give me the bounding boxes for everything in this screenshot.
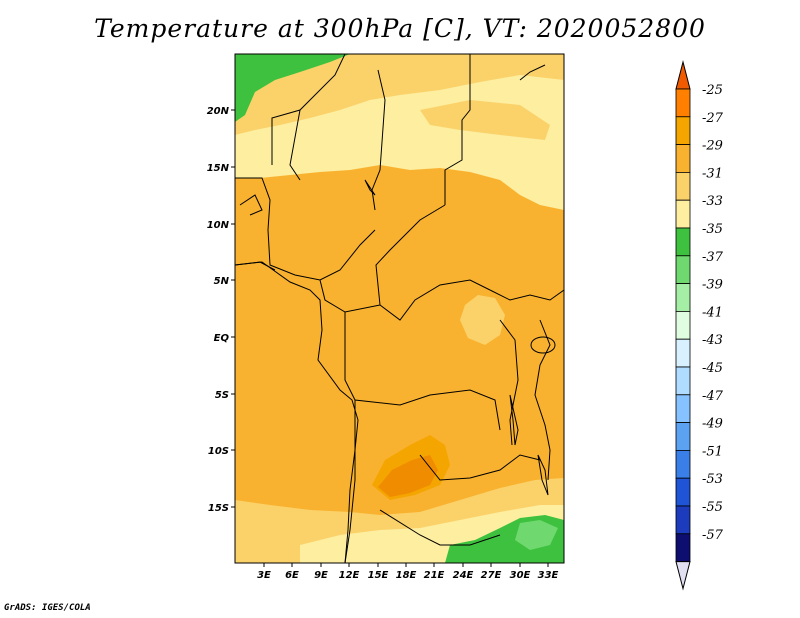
- colorbar-bin: [675, 227, 691, 257]
- lat-label-20n: 20N: [207, 106, 230, 117]
- lakes: [364, 179, 556, 496]
- lon-label-30e: 30E: [510, 570, 531, 581]
- lon-label-3e: 3E: [257, 570, 271, 581]
- lat-label-15s: 15S: [208, 503, 229, 514]
- colorbar-label: -49: [702, 417, 723, 432]
- colorbar-bin: [675, 505, 691, 535]
- colorbar-bin: [675, 366, 691, 396]
- temperature-field-yellow-patch: [420, 100, 550, 140]
- colorbar-label: -55: [702, 500, 723, 515]
- temperature-field-green-northwest: [235, 54, 350, 122]
- colorbar-bin: [675, 144, 691, 173]
- lat-label-5s: 5S: [215, 390, 229, 401]
- colorbar-label: -51: [702, 444, 723, 459]
- lon-label-21e: 21E: [424, 570, 445, 581]
- colorbar-label: -31: [702, 166, 723, 181]
- colorbar-label: -45: [702, 361, 723, 376]
- temperature-field-yellow-central: [460, 295, 505, 345]
- lon-label-12e: 12E: [339, 570, 360, 581]
- colorbar-label: -29: [702, 139, 723, 154]
- colorbar-bin: [675, 116, 691, 146]
- colorbar-bin: [675, 171, 691, 201]
- colorbar-bin: [675, 477, 691, 507]
- colorbar-bin: [675, 394, 691, 423]
- longitude-axis: 3E 6E 9E 12E 15E 18E 21E 24E 27E 30E 33E: [257, 563, 559, 581]
- lon-label-27e: 27E: [481, 570, 502, 581]
- colorbar-bin: [675, 255, 691, 285]
- lon-label-18e: 18E: [396, 570, 417, 581]
- colorbar-label: -35: [702, 222, 723, 237]
- colorbar-bin: [675, 533, 691, 562]
- temperature-field-yellow-north: [235, 54, 564, 135]
- colorbar-label: -33: [702, 194, 723, 209]
- lat-label-5n: 5N: [214, 276, 230, 287]
- colorbar-top-arrow: [675, 60, 691, 90]
- chart-title: Temperature at 300hPa [C], VT: 202005280…: [94, 14, 706, 43]
- colorbar-bin: [675, 422, 691, 451]
- colorbar-label: -53: [702, 472, 723, 487]
- lon-label-6e: 6E: [285, 570, 299, 581]
- colorbar-label: -37: [702, 250, 724, 265]
- lon-label-33e: 33E: [538, 570, 559, 581]
- lat-label-eq: EQ: [214, 333, 230, 344]
- map-panel: 20N 15N 10N 5N EQ 5S 10S 15S: [207, 53, 565, 581]
- latitude-axis: 20N 15N 10N 5N EQ 5S 10S 15S: [207, 106, 235, 514]
- colorbar-bin: [675, 283, 691, 312]
- temperature-field-light-green-southeast: [515, 520, 558, 550]
- lon-label-15e: 15E: [368, 570, 389, 581]
- colorbar-label: -25: [702, 83, 723, 98]
- colorbar-label: -57: [702, 528, 724, 543]
- colorbar: -25 -27 -29 -31 -33 -35 -37 -39 -41 -43 -45 -47 -49 -…: [675, 60, 724, 591]
- colorbar-label: -39: [702, 278, 723, 293]
- lon-label-24e: 24E: [453, 570, 474, 581]
- coastline: [235, 261, 359, 563]
- colorbar-label: -27: [702, 111, 724, 126]
- lat-label-10s: 10S: [208, 446, 229, 457]
- colorbar-label: -41: [702, 305, 723, 320]
- colorbar-label: -47: [702, 389, 724, 404]
- colorbar-label: -43: [702, 333, 723, 348]
- country-borders: [235, 54, 564, 563]
- colorbar-bin: [675, 449, 691, 479]
- lat-label-10n: 10N: [207, 220, 230, 231]
- colorbar-bottom-arrow: [675, 561, 691, 591]
- colorbar-bin: [675, 310, 691, 340]
- colorbar-bin: [675, 338, 691, 368]
- colorbar-bin: [675, 199, 691, 229]
- colorbar-bin: [675, 88, 691, 118]
- lon-label-9e: 9E: [314, 570, 328, 581]
- lat-label-15n: 15N: [207, 163, 230, 174]
- map-frame: [234, 53, 565, 564]
- grads-credit: GrADS: IGES/COLA: [4, 603, 91, 613]
- temperature-field-deep-orange: [378, 455, 438, 497]
